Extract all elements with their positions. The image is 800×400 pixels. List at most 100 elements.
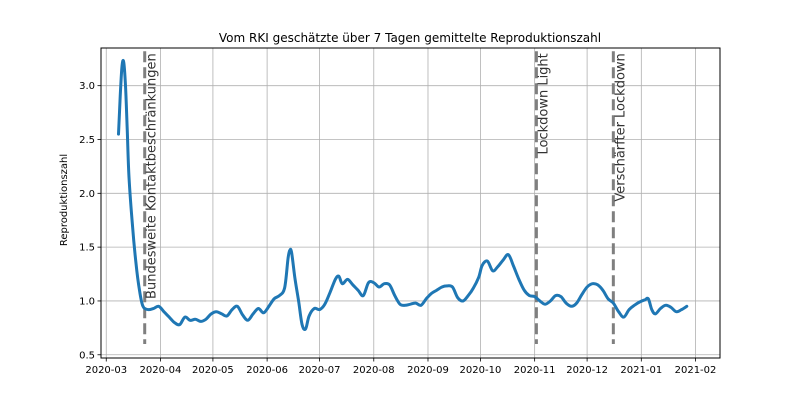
data-point bbox=[283, 286, 286, 290]
data-point bbox=[334, 278, 337, 281]
x-tick-label: 2020-05 bbox=[192, 365, 234, 376]
data-point bbox=[241, 313, 244, 317]
data-point bbox=[570, 305, 573, 308]
data-point bbox=[435, 289, 438, 292]
data-point bbox=[425, 297, 428, 300]
x-tick-label: 2020-10 bbox=[460, 365, 502, 376]
data-point bbox=[246, 319, 250, 322]
x-tick-label: 2020-03 bbox=[85, 365, 127, 376]
data-point bbox=[117, 132, 120, 136]
data-point bbox=[404, 304, 407, 307]
data-point bbox=[486, 259, 489, 263]
data-point bbox=[647, 297, 650, 300]
x-tick-label: 2020-12 bbox=[566, 365, 608, 376]
data-point bbox=[297, 299, 300, 303]
data-point bbox=[138, 289, 141, 292]
data-point bbox=[304, 327, 307, 331]
x-tick-label: 2020-07 bbox=[299, 365, 341, 376]
y-tick-label: 1.0 bbox=[79, 296, 95, 307]
data-point bbox=[675, 310, 678, 313]
data-point bbox=[157, 305, 160, 308]
data-point bbox=[612, 301, 615, 305]
data-point bbox=[622, 315, 625, 319]
data-point bbox=[627, 308, 631, 311]
data-point bbox=[262, 311, 265, 314]
data-point bbox=[580, 293, 584, 296]
x-tick-label: 2020-04 bbox=[140, 365, 182, 376]
data-point bbox=[346, 278, 349, 281]
data-point bbox=[528, 294, 531, 297]
data-point bbox=[617, 310, 620, 313]
data-point bbox=[512, 265, 515, 268]
data-point bbox=[446, 284, 449, 288]
data-point bbox=[414, 301, 417, 305]
y-tick-label: 3.0 bbox=[79, 81, 95, 92]
data-point bbox=[313, 307, 316, 310]
data-point bbox=[393, 294, 396, 297]
data-point bbox=[272, 297, 276, 300]
y-tick-label: 2.0 bbox=[79, 189, 95, 200]
data-point bbox=[122, 60, 125, 64]
data-point bbox=[141, 305, 145, 308]
event-label: Bundesweite Kontaktbeschränkungen bbox=[145, 53, 160, 299]
data-point bbox=[183, 315, 187, 319]
data-point bbox=[461, 299, 465, 303]
data-point bbox=[367, 281, 370, 284]
data-point bbox=[664, 304, 667, 307]
event-label: Verschärfter Lockdown bbox=[613, 53, 628, 201]
data-point bbox=[288, 249, 291, 252]
data-point bbox=[419, 304, 423, 307]
x-tick-label: 2021-02 bbox=[675, 365, 717, 376]
data-point bbox=[251, 312, 255, 316]
data-point bbox=[131, 224, 134, 227]
data-point bbox=[323, 303, 326, 306]
data-point bbox=[119, 95, 122, 98]
data-point bbox=[398, 303, 402, 306]
data-point bbox=[523, 289, 526, 292]
data-point bbox=[596, 283, 599, 286]
x-tick-label: 2020-09 bbox=[407, 365, 449, 376]
data-point bbox=[210, 312, 213, 316]
x-tick-label: 2020-11 bbox=[514, 365, 556, 376]
data-point bbox=[225, 314, 229, 318]
data-point bbox=[517, 278, 521, 281]
y-tick-label: 0.5 bbox=[79, 350, 95, 361]
data-point bbox=[601, 289, 604, 292]
data-point bbox=[685, 305, 688, 308]
plot-frame bbox=[100, 47, 721, 359]
data-point bbox=[236, 305, 239, 308]
data-point bbox=[307, 314, 311, 318]
data-point bbox=[440, 285, 444, 289]
data-point bbox=[372, 281, 375, 284]
data-point bbox=[194, 318, 197, 321]
data-point bbox=[286, 256, 290, 260]
data-point bbox=[257, 307, 260, 310]
data-point bbox=[162, 310, 166, 313]
data-point bbox=[456, 296, 459, 299]
data-point bbox=[543, 303, 547, 306]
chart-title: Vom RKI geschätzte über 7 Tagen gemittel… bbox=[219, 31, 601, 45]
data-point bbox=[591, 282, 594, 285]
x-tick-label: 2021-01 bbox=[620, 365, 662, 376]
data-point bbox=[643, 298, 646, 302]
data-point bbox=[606, 297, 610, 300]
data-point bbox=[341, 282, 344, 285]
data-point bbox=[204, 318, 208, 321]
data-point bbox=[633, 304, 636, 307]
data-point bbox=[318, 308, 321, 311]
data-point bbox=[293, 278, 297, 281]
data-point bbox=[451, 285, 454, 289]
data-point bbox=[189, 319, 192, 322]
data-point bbox=[300, 323, 304, 326]
data-point bbox=[290, 251, 293, 254]
data-point bbox=[278, 294, 281, 297]
grid-lines bbox=[101, 48, 720, 358]
data-point bbox=[654, 312, 657, 316]
data-point bbox=[126, 127, 129, 130]
y-axis-label: Reproduktionszahl bbox=[59, 154, 70, 246]
data-point bbox=[351, 283, 354, 286]
data-point bbox=[638, 300, 641, 304]
data-point bbox=[230, 308, 234, 311]
data-point bbox=[377, 285, 381, 289]
data-point bbox=[549, 299, 552, 303]
